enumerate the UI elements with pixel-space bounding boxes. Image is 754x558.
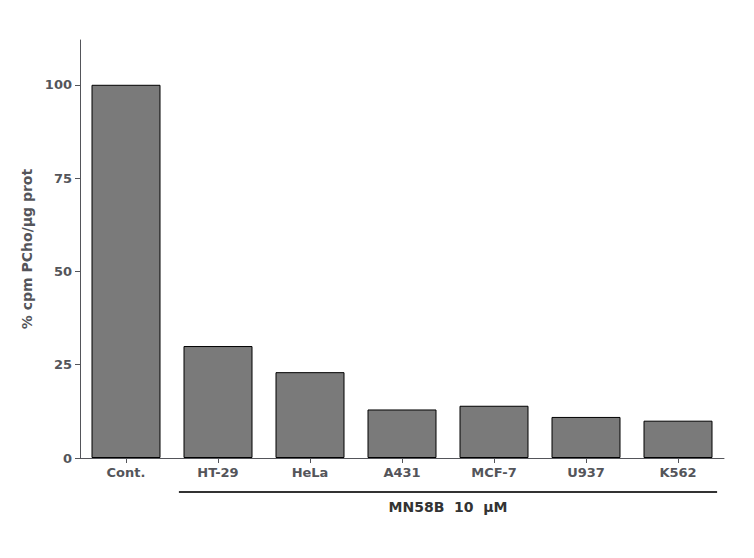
svg-text:MN58B 10 μM: MN58B 10 μM [388,499,507,515]
svg-text:25: 25 [54,357,72,372]
svg-text:50: 50 [54,264,72,279]
svg-text:Cont.: Cont. [107,465,146,480]
svg-text:A431: A431 [383,465,420,480]
svg-text:K562: K562 [659,465,696,480]
svg-text:0: 0 [63,451,72,466]
svg-text:HeLa: HeLa [292,465,329,480]
svg-text:75: 75 [54,171,72,186]
svg-text:% cpm PCho/µg prot: % cpm PCho/µg prot [19,169,35,330]
svg-text:HT-29: HT-29 [197,465,238,480]
svg-text:100: 100 [45,77,72,92]
svg-text:U937: U937 [567,465,605,480]
svg-text:MCF-7: MCF-7 [471,465,516,480]
